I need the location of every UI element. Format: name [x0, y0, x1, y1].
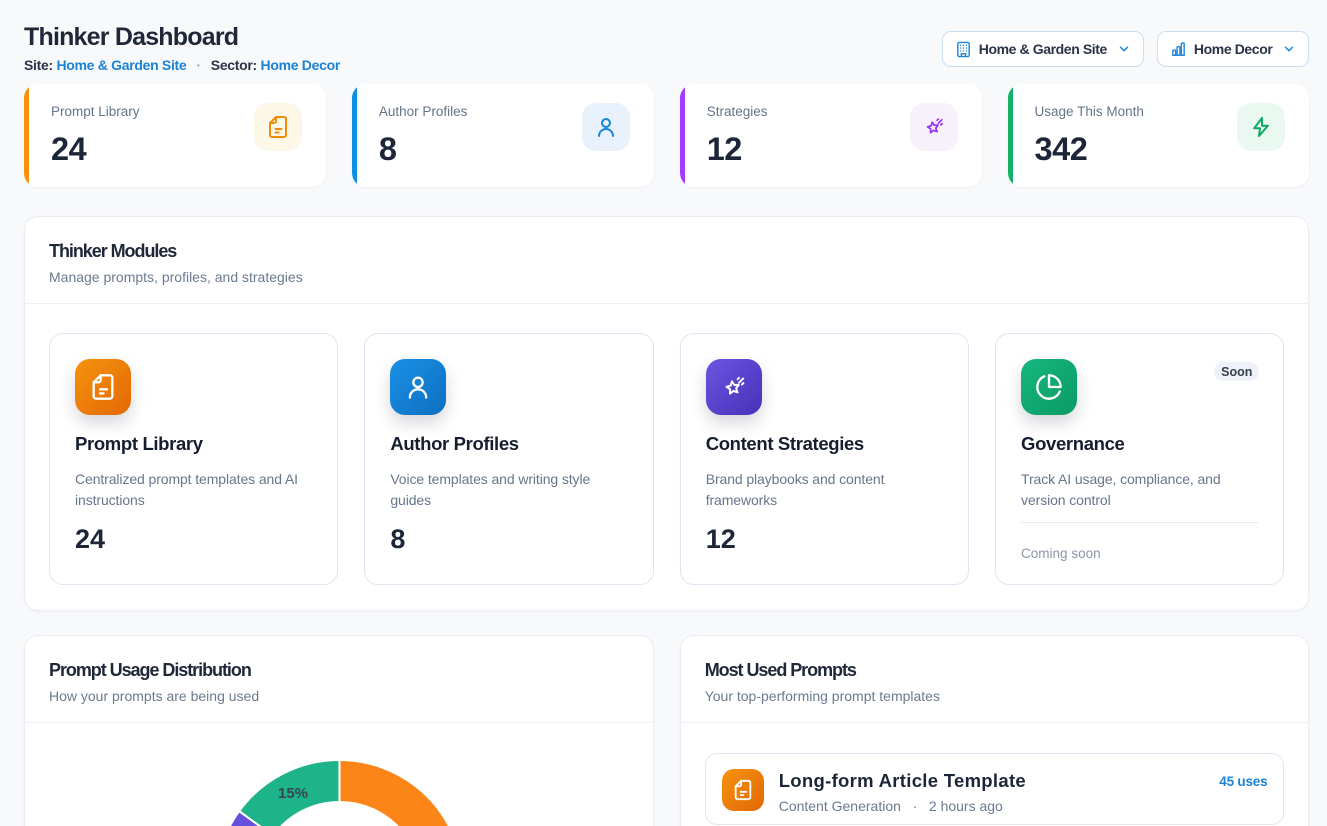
svg-text:15%: 15%	[278, 785, 308, 802]
